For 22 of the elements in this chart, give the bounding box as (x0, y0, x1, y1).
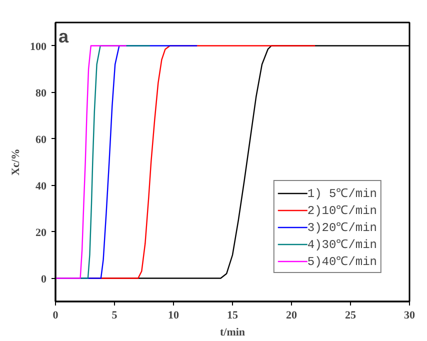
legend-label: 1) 5℃/min (307, 186, 377, 201)
y-tick-label: 40 (36, 180, 47, 192)
legend-label: 4)30℃/min (307, 237, 377, 252)
y-tick-label: 60 (36, 134, 47, 146)
legend-label: 3)20℃/min (307, 220, 377, 235)
y-tick-label: 0 (41, 273, 47, 286)
y-tick-label: 80 (36, 87, 47, 100)
annotation: a (58, 26, 70, 46)
x-tick-label: 30 (404, 310, 416, 322)
x-tick-label: 5 (112, 310, 118, 322)
y-axis-title: Xc/% (10, 148, 22, 176)
legend-label: 5)40℃/min (307, 254, 377, 269)
x-tick-label: 10 (168, 310, 180, 322)
line-series (56, 45, 127, 279)
legend-label: 2)10℃/min (307, 203, 377, 218)
y-tick-label: 100 (30, 40, 47, 53)
x-tick-label: 0 (52, 310, 59, 322)
x-tick-label: 20 (286, 310, 298, 322)
x-tick-label: 25 (345, 310, 356, 322)
x-tick-label: 15 (227, 310, 238, 322)
x-axis-title: t/min (220, 326, 246, 338)
y-tick-label: 20 (36, 226, 47, 239)
